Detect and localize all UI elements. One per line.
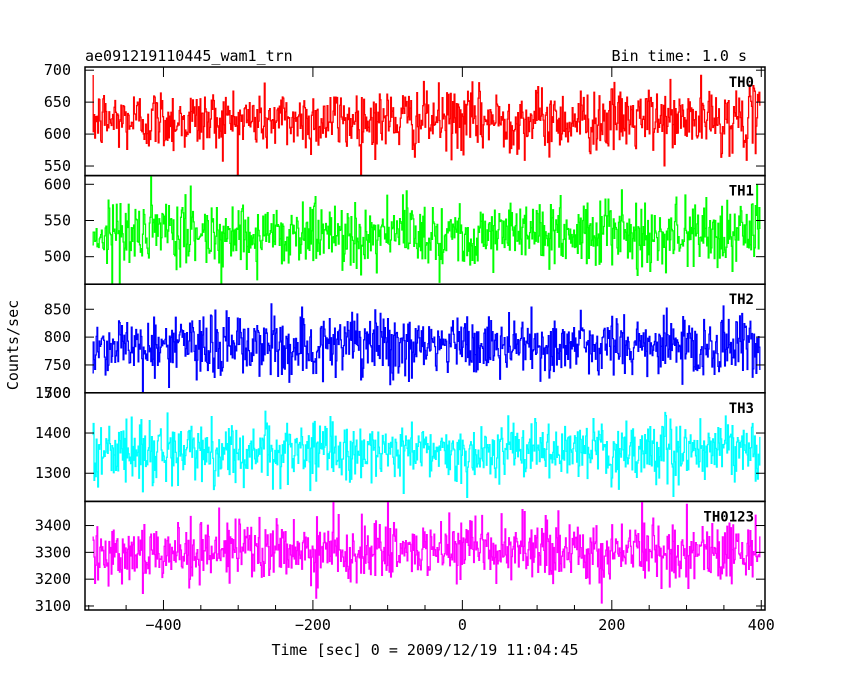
- y-tick-label-th2: 800: [44, 328, 71, 346]
- series-th0-line: [92, 74, 761, 176]
- y-tick-label-th1: 600: [44, 175, 71, 193]
- y-tick-label-th2: 850: [44, 300, 71, 318]
- series-th2-line: [92, 303, 761, 393]
- x-tick-label: 200: [598, 616, 625, 634]
- bin-time-label: Bin time: 1.0 s: [612, 47, 747, 65]
- series-th3-line: [92, 410, 761, 499]
- y-tick-label-th3: 1300: [35, 464, 71, 482]
- panel-label-th3: TH3: [729, 401, 754, 417]
- y-tick-label-th1: 550: [44, 211, 71, 229]
- y-axis-label: Counts/sec: [4, 300, 22, 390]
- x-tick-label: −200: [295, 616, 331, 634]
- y-tick-label-th0: 550: [44, 157, 71, 175]
- series-th1-line: [92, 175, 761, 285]
- panel-label-th2: TH2: [729, 292, 754, 308]
- panel-label-th1: TH1: [729, 184, 754, 200]
- x-tick-label: 400: [748, 616, 775, 634]
- panel-label-th0: TH0: [729, 75, 754, 91]
- panel-th0123: 3100 3200 3300 3400 TH0123: [35, 500, 766, 615]
- y-tick-label-th1: 500: [44, 248, 71, 266]
- x-tick-label: −400: [145, 616, 181, 634]
- y-tick-label-th2: 750: [44, 356, 71, 374]
- panel-th3: 1300 1400 1500 TH3: [35, 384, 766, 503]
- y-tick-label-th0: 650: [44, 93, 71, 111]
- x-tick-label: 0: [458, 616, 467, 634]
- y-tick-label-th3: 1400: [35, 424, 71, 442]
- y-tick-label-th0: 700: [44, 61, 71, 79]
- panel-th2: 700 750 800 850 TH2: [44, 283, 766, 402]
- y-tick-label-th0123: 3300: [35, 543, 71, 561]
- y-tick-label-th2: 700: [44, 384, 71, 402]
- series-th0123-line: [92, 501, 761, 604]
- y-tick-label-th0123: 3200: [35, 570, 71, 588]
- x-axis: −400 −200 0 200 400: [88, 67, 775, 634]
- x-axis-label: Time [sec] 0 = 2009/12/19 11:04:45: [271, 641, 578, 659]
- panel-th0: 550 600 650 700 TH0: [44, 61, 766, 177]
- y-tick-label-th0123: 3400: [35, 517, 71, 535]
- panel-th1: 500 550 600 TH1: [44, 174, 766, 285]
- panel-label-th0123: TH0123: [703, 509, 754, 525]
- chart-title: ae091219110445_wam1_trn: [85, 47, 293, 65]
- y-tick-label-th3: 1500: [35, 384, 71, 402]
- y-tick-label-th0123: 3100: [35, 597, 71, 615]
- y-tick-label-th0: 600: [44, 125, 71, 143]
